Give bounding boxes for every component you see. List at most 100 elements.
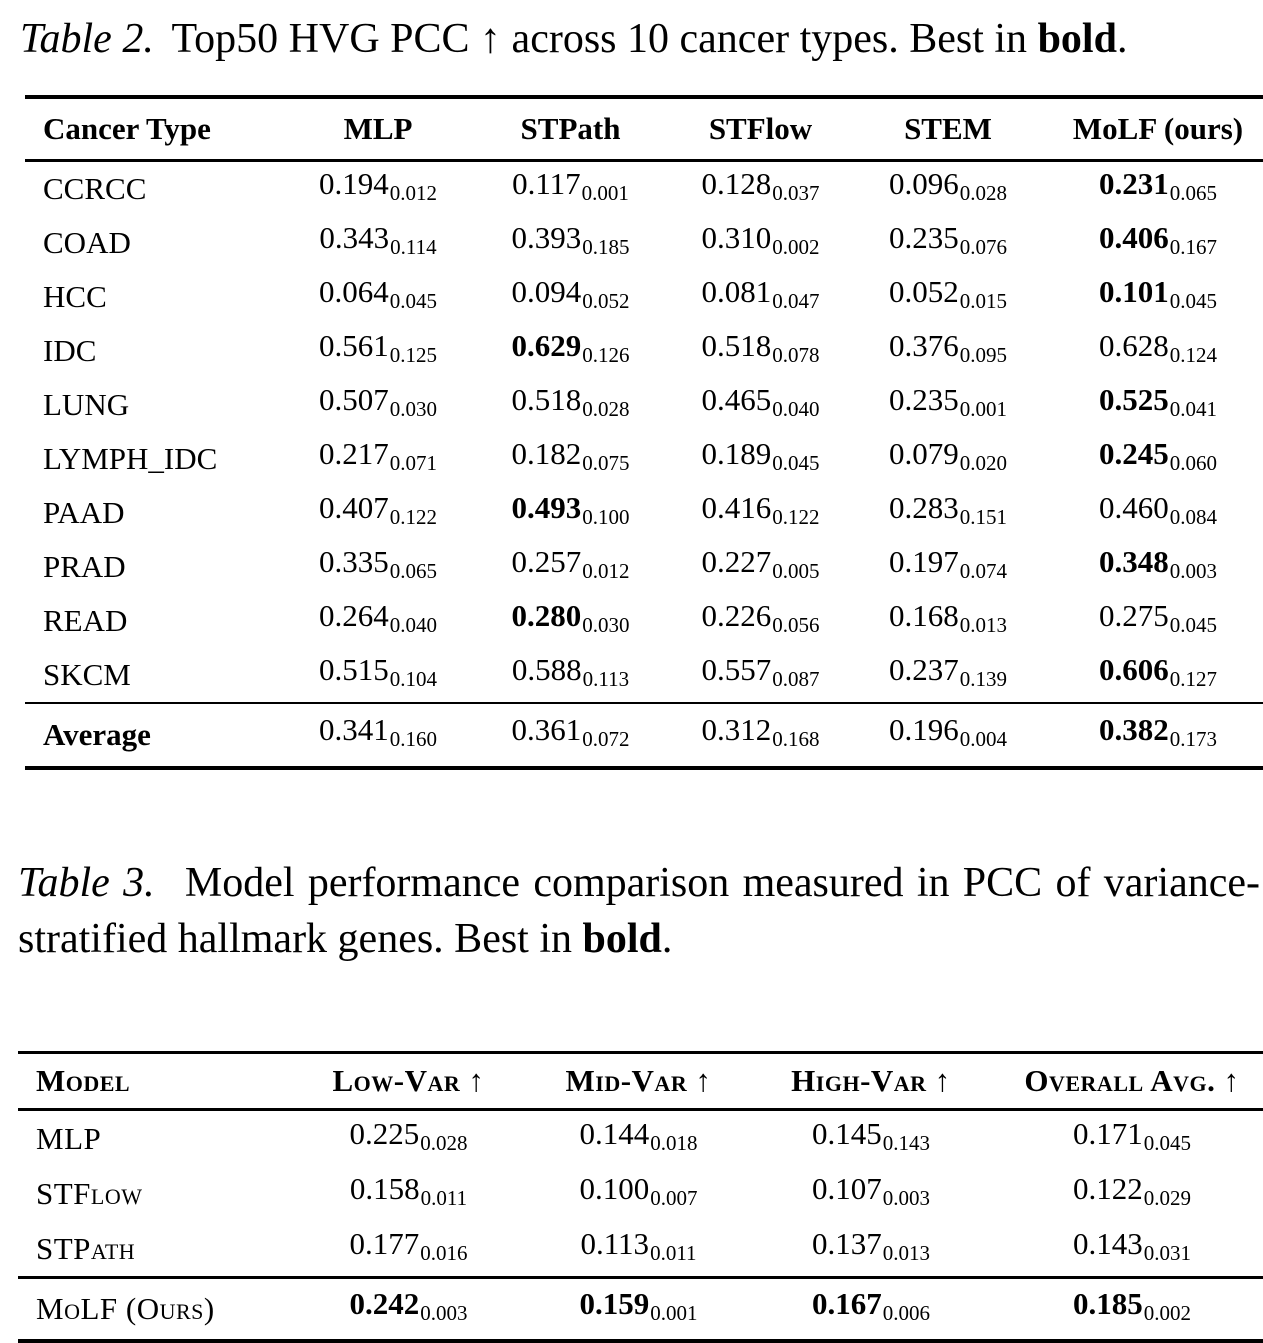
value-cell: 0.5570.087 (668, 648, 853, 703)
value-main: 0.310 (701, 220, 772, 256)
value-std-subscript: 0.007 (650, 1186, 698, 1211)
column-header: STFlow (708, 111, 813, 147)
value-main: 0.194 (319, 166, 389, 202)
value-std-subscript: 0.003 (420, 1301, 468, 1326)
paper-page: Table 2. Top50 HVG PCC ↑ across 10 cancer… (0, 12, 1263, 1343)
value-main: 0.518 (511, 382, 582, 418)
table-row: CCRCC 0.1940.012 0.1170.001 0.1280.037 0.096… (25, 161, 1263, 217)
table-row: IDC 0.5610.125 0.6290.126 0.5180.078 0.3760.… (25, 324, 1263, 378)
value-main: 0.628 (1099, 328, 1169, 364)
value-main: 0.189 (701, 436, 772, 472)
value-main: 0.168 (889, 598, 959, 634)
table3-caption-label: Table 3. (18, 860, 155, 907)
value-main: 0.100 (579, 1171, 650, 1207)
value-main: 0.079 (889, 436, 959, 472)
row-label: HCC (43, 279, 107, 315)
value-std-subscript: 0.004 (959, 727, 1007, 752)
value-std-subscript: 0.075 (582, 451, 630, 476)
value-std-subscript: 0.151 (959, 505, 1007, 530)
value-cell: 0.0520.015 (853, 270, 1043, 324)
value-cell: 0.1370.013 (751, 1221, 991, 1278)
value-std-subscript: 0.030 (582, 613, 630, 638)
value-main: 0.493 (511, 490, 582, 526)
value-cell: 0.0640.045 (283, 270, 473, 324)
table-row: SKCM 0.5150.104 0.5880.113 0.5570.087 0.2370… (25, 648, 1263, 703)
value-cell: 0.1710.045 (991, 1110, 1263, 1167)
value-std-subscript: 0.045 (772, 451, 820, 476)
value-cell: 0.5150.104 (283, 648, 473, 703)
value-main: 0.107 (812, 1171, 882, 1207)
row-label: READ (43, 603, 128, 639)
value-main: 0.245 (1099, 436, 1169, 472)
value-main: 0.525 (1099, 382, 1169, 418)
value-std-subscript: 0.143 (882, 1131, 930, 1156)
value-cell: 0.3120.168 (668, 703, 853, 768)
value-main: 0.137 (812, 1226, 882, 1262)
value-main: 0.145 (812, 1116, 882, 1152)
value-main: 0.143 (1073, 1226, 1143, 1262)
value-std-subscript: 0.028 (959, 181, 1007, 206)
table-row: STPath 0.1770.016 0.1130.011 0.1370.013 0.14… (18, 1221, 1263, 1278)
value-main: 0.052 (889, 274, 959, 310)
value-cell: 0.3350.065 (283, 540, 473, 594)
value-cell: 0.3610.072 (473, 703, 668, 768)
value-cell: 0.2830.151 (853, 486, 1043, 540)
table-row: HCC 0.0640.045 0.0940.052 0.0810.047 0.0520.… (25, 270, 1263, 324)
row-label: LYMPH_IDC (43, 441, 218, 477)
value-cell: 0.1770.016 (291, 1221, 526, 1278)
table-row: COAD 0.3430.114 0.3930.185 0.3100.002 0.2350… (25, 216, 1263, 270)
table-row: PAAD 0.4070.122 0.4930.100 0.4160.122 0.2830… (25, 486, 1263, 540)
value-std-subscript: 0.001 (581, 181, 629, 206)
column-header: Cancer Type (43, 111, 211, 147)
value-std-subscript: 0.006 (882, 1301, 930, 1326)
value-main: 0.515 (319, 652, 389, 688)
value-cell: 0.1970.074 (853, 540, 1043, 594)
value-std-subscript: 0.052 (582, 289, 630, 314)
table2-hvg-pcc: Cancer Type MLP STPath STFlow STEM MoLF (ours… (25, 95, 1263, 771)
value-main: 0.217 (319, 436, 389, 472)
value-main: 0.280 (511, 598, 582, 634)
value-cell: 0.0940.052 (473, 270, 668, 324)
column-header: Model (36, 1063, 131, 1099)
row-label: STPath (36, 1231, 136, 1267)
table-row: STFlow 0.1580.011 0.1000.007 0.1070.003 0.12… (18, 1166, 1263, 1221)
row-label: MoLF (Ours) (36, 1291, 215, 1327)
value-cell: 0.1280.037 (668, 161, 853, 217)
value-main: 0.561 (319, 328, 389, 364)
value-cell: 0.1000.007 (526, 1166, 751, 1221)
value-std-subscript: 0.045 (1169, 289, 1217, 314)
value-std-subscript: 0.095 (959, 343, 1007, 368)
value-std-subscript: 0.001 (650, 1301, 698, 1326)
value-std-subscript: 0.031 (1143, 1241, 1191, 1266)
value-main: 0.376 (889, 328, 959, 364)
table2-caption-text: Top50 HVG PCC ↑ across 10 cancer types. … (171, 16, 1038, 62)
value-cell: 0.4930.100 (473, 486, 668, 540)
table2-caption-bold-word: bold (1037, 16, 1117, 62)
value-cell: 0.5610.125 (283, 324, 473, 378)
value-std-subscript: 0.173 (1169, 727, 1217, 752)
column-header: High-Var ↑ (791, 1063, 951, 1099)
value-main: 0.406 (1099, 220, 1169, 256)
value-main: 0.341 (319, 712, 389, 748)
value-cell: 0.1130.011 (526, 1221, 751, 1278)
value-cell: 0.3820.173 (1043, 703, 1263, 768)
value-std-subscript: 0.003 (882, 1186, 930, 1211)
value-cell: 0.3480.003 (1043, 540, 1263, 594)
value-std-subscript: 0.037 (772, 181, 820, 206)
value-cell: 0.3760.095 (853, 324, 1043, 378)
value-std-subscript: 0.020 (959, 451, 1007, 476)
value-main: 0.185 (1073, 1286, 1143, 1322)
value-cell: 0.2270.005 (668, 540, 853, 594)
value-main: 0.235 (889, 382, 959, 418)
value-cell: 0.1450.143 (751, 1110, 991, 1167)
value-std-subscript: 0.011 (420, 1186, 468, 1211)
value-std-subscript: 0.018 (650, 1131, 698, 1156)
value-cell: 0.1170.001 (473, 161, 668, 217)
value-main: 0.629 (511, 328, 582, 364)
value-main: 0.235 (889, 220, 959, 256)
value-std-subscript: 0.168 (772, 727, 820, 752)
value-main: 0.361 (511, 712, 582, 748)
row-label: PAAD (43, 495, 125, 531)
value-std-subscript: 0.084 (1169, 505, 1217, 530)
value-cell: 0.2450.060 (1043, 432, 1263, 486)
